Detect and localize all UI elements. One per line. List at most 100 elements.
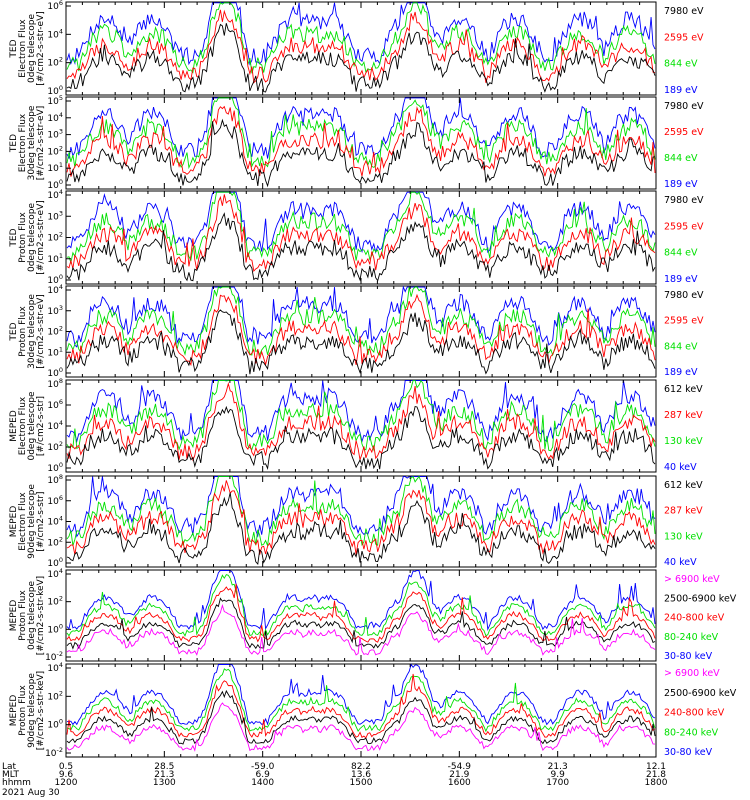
y-tick-label: 100 — [47, 178, 63, 191]
series-line-blue — [66, 663, 656, 726]
series-line-red — [66, 9, 656, 84]
series-line-green — [66, 574, 656, 637]
y-axis-label: TED — [9, 228, 19, 247]
series-line-blue — [66, 476, 656, 538]
legend-entry: 844 eV — [664, 59, 698, 70]
y-axis-label: 0deg telescope — [27, 391, 37, 461]
panel-5: 108 106 104 102 100 MEPED Electron Flux 0deg te… — [9, 377, 703, 474]
y-axis-label: [#/cm2-s-str-eV] — [36, 106, 46, 181]
y-tick-label: 105 — [47, 94, 63, 107]
y-axis-label: Electron Flux — [18, 113, 28, 172]
legend-entry: 612 keV — [664, 480, 703, 491]
y-tick-label: 104 — [47, 27, 63, 40]
legend-entry: 80-240 keV — [664, 727, 719, 738]
y-tick-label: 102 — [47, 689, 63, 702]
series-line-blue — [66, 97, 656, 160]
y-axis-label: MEPED — [9, 506, 19, 538]
series-line-black — [66, 309, 656, 375]
y-axis-label: Proton Flux — [18, 685, 28, 736]
time-tick-label: 1200 — [55, 778, 78, 788]
lat-tick-label: 28.5 — [154, 762, 174, 772]
y-tick-label: 104 — [47, 661, 63, 674]
y-axis-label: Electron Flux — [18, 396, 28, 455]
lat-tick-label: -54.9 — [448, 762, 472, 772]
legend-entry: 7980 eV — [664, 6, 704, 17]
series-line-black — [66, 23, 656, 93]
y-tick-label: 100 — [47, 84, 63, 97]
legend-entry: 7980 eV — [664, 290, 704, 301]
lat-tick-label: 0.5 — [59, 762, 73, 772]
series-line-black — [66, 492, 656, 566]
time-tick-label: 1800 — [645, 778, 668, 788]
legend-entry: 189 eV — [664, 367, 698, 378]
panel-frame — [65, 475, 657, 568]
panel-2: 105 104 103 102 101 100 TED Electron Flux 30deg … — [9, 94, 704, 191]
series-line-green — [66, 379, 656, 452]
y-axis-label: Proton Flux — [18, 212, 28, 263]
series-line-red — [66, 583, 656, 643]
lat-tick-label: 21.3 — [548, 762, 568, 772]
legend-entry: 189 eV — [664, 274, 698, 285]
y-tick-label: 108 — [47, 377, 63, 390]
legend-entry: 2500-6900 keV — [664, 688, 737, 699]
legend-entry: 2500-6900 keV — [664, 593, 737, 604]
series-line-black — [66, 689, 656, 745]
mlt-tick-label: 9.9 — [551, 770, 566, 780]
time-tick-label: 1400 — [251, 778, 274, 788]
y-tick-label: 104 — [47, 111, 63, 124]
y-tick-label: 102 — [47, 440, 63, 453]
y-tick-label: 104 — [47, 419, 63, 432]
y-axis-label: 0deg telescope — [27, 203, 37, 273]
y-tick-label: 101 — [47, 252, 63, 265]
time-tick-label: 1300 — [153, 778, 176, 788]
panel-8: 104 102 100 10-2 MEPED Proton Flux 90deg teles… — [9, 661, 737, 759]
legend-entry: 240-800 keV — [664, 708, 725, 719]
series-line-green — [66, 2, 656, 74]
y-tick-label: 103 — [47, 209, 63, 222]
legend-entry: 2595 eV — [664, 316, 704, 327]
y-tick-label: 10-2 — [45, 746, 63, 759]
time-tick-label: 1700 — [546, 778, 569, 788]
time-axis-row-label: MLT — [2, 770, 20, 780]
legend-entry: > 6900 keV — [664, 668, 720, 679]
y-axis-label: MEPED — [9, 410, 19, 442]
y-axis-label: [#/cm2-s-str-eV] — [36, 200, 46, 275]
y-tick-label: 101 — [47, 161, 63, 174]
y-axis-label: [#/cm2-s-str-keV] — [36, 576, 46, 655]
series-line-black — [66, 405, 656, 471]
legend-entry: 130 keV — [664, 436, 703, 447]
series-line-blue — [66, 191, 656, 255]
legend-entry: 287 keV — [664, 410, 703, 421]
series-line-green — [66, 475, 656, 547]
y-tick-label: 104 — [47, 188, 63, 201]
date-label: 2021 Aug 30 — [2, 788, 60, 798]
series-line-blue — [66, 570, 656, 631]
series-line-blue — [66, 285, 656, 348]
y-tick-label: 106 — [47, 0, 63, 12]
y-tick-label: 102 — [47, 535, 63, 548]
y-axis-label: MEPED — [9, 695, 19, 727]
legend-entry: 844 eV — [664, 341, 698, 352]
lat-tick-label: 12.1 — [646, 762, 666, 772]
time-tick-label: 1500 — [350, 778, 373, 788]
y-tick-label: 106 — [47, 398, 63, 411]
y-axis-label: TED — [9, 134, 19, 153]
y-axis-label: TED — [9, 39, 19, 58]
legend-entry: 30-80 keV — [664, 651, 713, 662]
series-line-green — [66, 286, 656, 357]
panel-frame — [65, 1, 657, 96]
legend-entry: 612 keV — [664, 384, 703, 395]
mlt-tick-label: 9.6 — [59, 770, 74, 780]
panel-6: 108 106 104 102 100 MEPED Electron Flux 90deg t… — [9, 473, 703, 569]
panel-frame — [65, 285, 657, 378]
legend-entry: 7980 eV — [664, 101, 704, 112]
legend-entry: 40 keV — [664, 462, 697, 473]
legend-entry: 80-240 keV — [664, 632, 719, 643]
y-tick-label: 104 — [47, 515, 63, 528]
panel-3: 104 103 102 101 100 TED Proton Flux 0deg telesc… — [9, 188, 704, 286]
series-line-red — [66, 673, 656, 739]
legend-entry: 189 eV — [664, 179, 698, 190]
y-tick-label: 102 — [47, 595, 63, 608]
y-axis-label: 90deg telescope — [27, 673, 37, 748]
y-tick-label: 102 — [47, 325, 63, 338]
